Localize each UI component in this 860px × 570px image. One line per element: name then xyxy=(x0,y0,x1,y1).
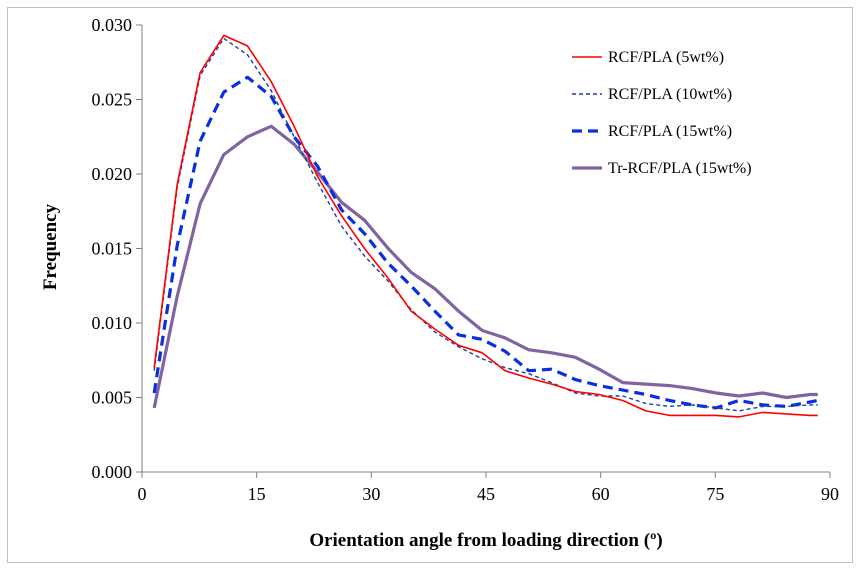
x-tick-label: 30 xyxy=(362,484,380,504)
y-tick-label: 0.020 xyxy=(92,164,133,184)
legend-label: RCF/PLA (5wt%) xyxy=(608,49,724,66)
legend-label: Tr-RCF/PLA (15wt%) xyxy=(608,160,752,177)
axes xyxy=(136,24,831,478)
x-tick-label: 0 xyxy=(138,484,147,504)
x-tick-label: 60 xyxy=(592,484,610,504)
legend-label: RCF/PLA (15wt%) xyxy=(608,123,732,140)
series-lines xyxy=(152,34,819,418)
y-tick-label: 0.015 xyxy=(92,239,133,259)
series-line-0 xyxy=(153,34,818,418)
y-tick-label: 0.000 xyxy=(92,462,133,482)
series-line-3 xyxy=(152,124,818,409)
legend: RCF/PLA (5wt%) RCF/PLA (10wt%) RCF/PLA (15… xyxy=(572,49,752,177)
x-tick-label: 15 xyxy=(248,484,266,504)
y-tick-label: 0.030 xyxy=(92,15,133,35)
y-tick-label: 0.010 xyxy=(92,313,133,333)
x-axis-title: Orientation angle from loading direction… xyxy=(309,530,662,551)
x-tick-label: 75 xyxy=(706,484,724,504)
tick-labels: 0.000 0.005 0.010 0.015 0.020 0.025 0.030 0 15 30… xyxy=(92,15,840,504)
legend-label: RCF/PLA (10wt%) xyxy=(608,86,732,103)
x-tick-label: 90 xyxy=(821,484,839,504)
y-axis-title: Frequency xyxy=(40,203,61,290)
y-tick-label: 0.025 xyxy=(92,90,133,110)
series-line-1 xyxy=(153,37,818,412)
x-tick-label: 45 xyxy=(477,484,495,504)
series-line-2 xyxy=(152,75,819,410)
y-tick-label: 0.005 xyxy=(92,388,133,408)
